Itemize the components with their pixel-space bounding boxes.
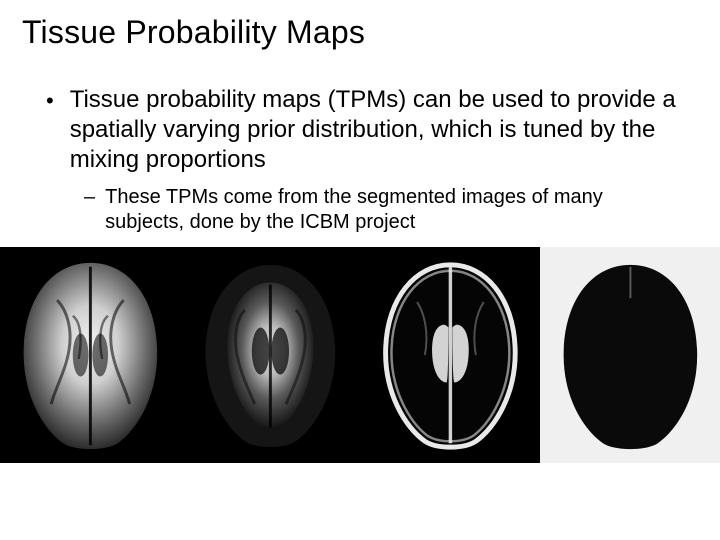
bullet-dot-icon: • bbox=[46, 87, 54, 115]
bullet-level2: – These TPMs come from the segmented ima… bbox=[84, 185, 668, 235]
tpm-panel-gray-matter bbox=[0, 247, 180, 463]
slide-title: Tissue Probability Maps bbox=[22, 14, 698, 51]
tpm-panel-white-matter bbox=[180, 247, 360, 463]
bullet-level2-text: These TPMs come from the segmented image… bbox=[105, 185, 668, 235]
brain-csf-icon bbox=[372, 257, 529, 453]
tpm-panel-other bbox=[540, 247, 720, 463]
bullet-level1-text: Tissue probability maps (TPMs) can be us… bbox=[70, 85, 678, 175]
brain-other-icon bbox=[552, 257, 709, 453]
bullet-dash-icon: – bbox=[84, 185, 95, 210]
brain-white-matter-icon bbox=[192, 257, 349, 453]
slide: Tissue Probability Maps • Tissue probabi… bbox=[0, 0, 720, 540]
tpm-image-row bbox=[0, 247, 720, 463]
bullet-level1: • Tissue probability maps (TPMs) can be … bbox=[46, 85, 678, 175]
brain-gray-matter-icon bbox=[12, 257, 169, 453]
tpm-panel-csf bbox=[360, 247, 540, 463]
